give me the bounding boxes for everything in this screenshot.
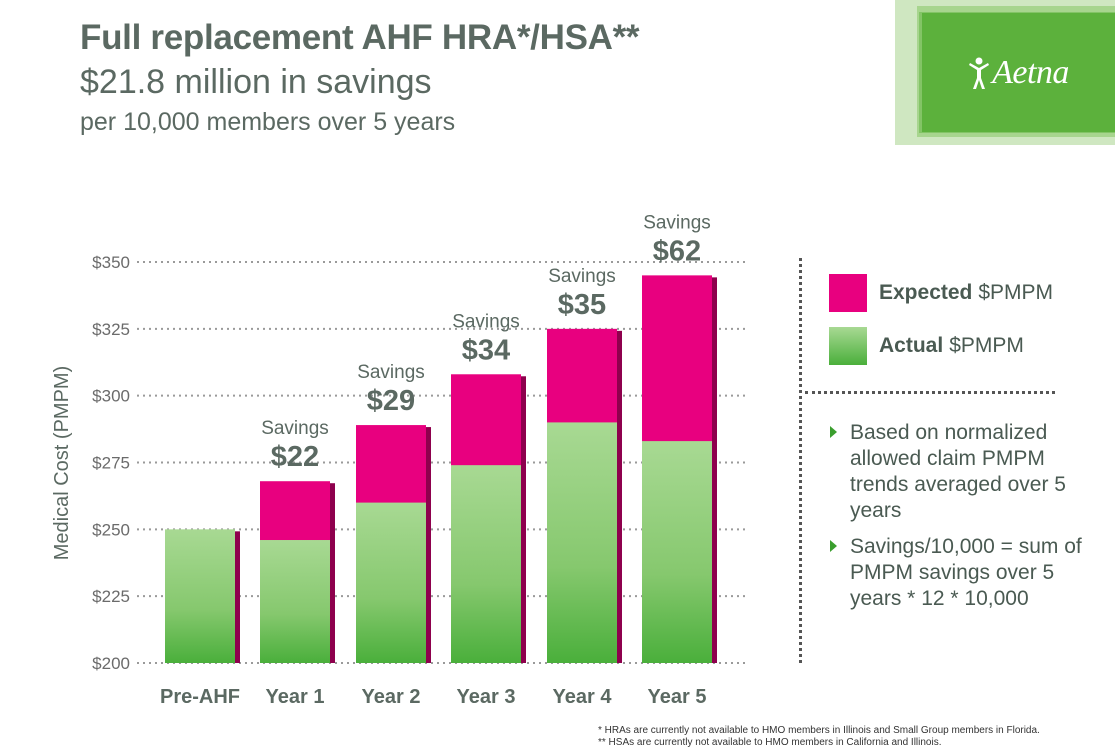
aetna-logo: Aetna [895,0,1115,145]
bar-shadow [426,427,431,663]
legend-swatch-expected [829,274,867,312]
note-text: Savings/10,000 = sum of PMPM savings ove… [850,535,1082,610]
savings-value: $62 [653,235,701,267]
savings-label: Savings [357,362,425,383]
bar-actual [165,529,235,663]
x-tick-label: Year 5 [648,686,707,708]
savings-label: Savings [261,418,329,439]
legend-item-actual: Actual $PMPM [829,327,1024,365]
bar-shadow [330,483,335,663]
bullet-arrow-icon [830,540,837,552]
legend-expected-rest: $PMPM [978,281,1054,304]
legend-swatch-actual [829,327,867,365]
x-tick-label: Year 4 [553,686,613,708]
legend-actual-rest: $PMPM [949,334,1024,357]
bar-shadow [235,531,240,663]
bar-shadow [712,277,717,663]
savings-label: Savings [548,266,616,287]
bar-actual [642,441,712,663]
footnote-hra: * HRAs are currently not available to HM… [598,725,1040,736]
footnote-hsa: ** HSAs are currently not available to H… [598,737,942,748]
bar-shadow [617,330,622,663]
y-axis-label: Medical Cost (PMPM) [51,366,73,560]
note-text: Based on normalized allowed claim PMPM t… [850,421,1066,522]
y-tick-label: $250 [92,520,130,539]
bar-actual [356,502,426,663]
y-tick-label: $325 [92,320,130,339]
legend-expected-bold: Expected [879,281,973,304]
legend-item-expected: Expected $PMPM [829,274,1053,312]
logo-text: Aetna [992,53,1069,91]
savings-value: $34 [462,334,510,366]
savings-value: $22 [271,441,319,473]
y-tick-label: $225 [92,587,130,606]
savings-label: Savings [452,311,520,332]
bar-actual [547,422,617,663]
chart-subsubtitle: per 10,000 members over 5 years [80,108,456,136]
chart-title: Full replacement AHF HRA*/HSA** [80,18,640,57]
savings-value: $35 [558,289,606,321]
y-tick-label: $350 [92,253,130,272]
bar-shadow [521,376,526,663]
x-tick-label: Year 1 [266,686,325,708]
savings-value: $29 [367,385,415,417]
notes-list: Based on normalized allowed claim PMPM t… [828,420,1108,622]
bar-actual [260,540,330,663]
y-tick-label: $275 [92,454,130,473]
aetna-figure-icon [969,57,990,89]
x-tick-label: Year 2 [362,686,421,708]
legend-separator-vertical [799,258,802,663]
chart-subtitle: $21.8 million in savings [80,63,432,101]
legend-separator-horizontal [805,391,1055,394]
y-tick-label: $200 [92,654,130,673]
x-tick-label: Pre-AHF [160,686,240,708]
note-item: Based on normalized allowed claim PMPM t… [828,420,1108,524]
legend-actual-bold: Actual [879,334,944,357]
bullet-arrow-icon [830,426,837,438]
bar-chart: $200 $225 $250 $275 $300 $325 $350 Medical Cost… [51,212,745,708]
x-tick-label: Year 3 [457,686,516,708]
y-tick-label: $300 [92,387,130,406]
bar-actual [451,465,521,663]
note-item: Savings/10,000 = sum of PMPM savings ove… [828,534,1108,612]
savings-label: Savings [643,212,711,233]
